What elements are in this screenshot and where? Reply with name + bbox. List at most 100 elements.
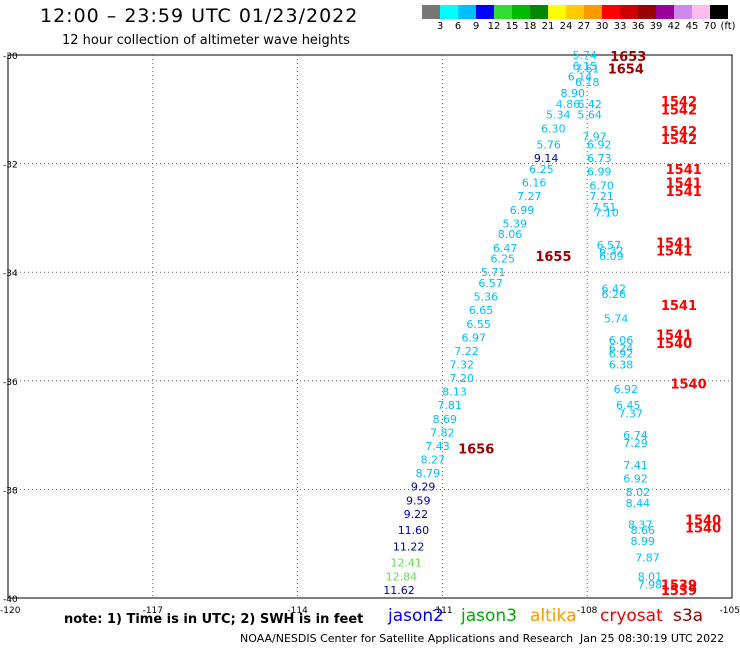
pass-time-label: 1654 — [608, 63, 644, 78]
wave-height-value: 6.15 — [573, 60, 598, 73]
pass-time-label: 1541 — [666, 163, 702, 178]
wave-height-value: 7.43 — [425, 440, 450, 453]
wave-height-value: 6.24 — [609, 342, 634, 355]
legend-swatch — [440, 5, 458, 19]
legend-swatch — [458, 5, 476, 19]
legend-label: 36 — [631, 21, 645, 32]
wave-height-value: 8.27 — [420, 454, 445, 467]
legend-label: 12 — [487, 21, 501, 32]
wave-height-value: 6.99 — [510, 204, 535, 217]
wave-height-value: 6.47 — [493, 242, 518, 255]
legend-label: 6 — [454, 21, 462, 32]
wave-height-value: 7.61 — [575, 63, 600, 76]
wave-height-value: 7.97 — [582, 130, 607, 143]
wave-height-value: 7.32 — [449, 359, 474, 372]
legend-swatch — [710, 5, 728, 19]
pass-time-label: 1656 — [458, 443, 494, 458]
legend-swatch — [584, 5, 602, 19]
wave-height-value: 9.22 — [404, 508, 429, 521]
generation-timestamp: Jan 25 08:30:19 UTC 2022 — [580, 632, 725, 645]
wave-height-value: 7.51 — [592, 201, 617, 214]
footer-note: note: 1) Time is in UTC; 2) SWH is in fe… — [64, 612, 364, 627]
wave-height-value: 6.25 — [490, 253, 515, 266]
wave-height-value: 7.81 — [437, 399, 462, 412]
wave-height-value: 6.30 — [541, 122, 566, 135]
sat-cryosat: cryosat — [600, 606, 663, 626]
wave-height-value: 7.20 — [449, 372, 474, 385]
wave-height-value: 6.06 — [609, 334, 634, 347]
legend-label: 9 — [472, 21, 480, 32]
wave-height-value: 6.38 — [609, 359, 634, 372]
lon-tick-label: -114 — [287, 606, 308, 616]
pass-time-label: 1542 — [661, 103, 697, 118]
wave-height-value: 6.16 — [522, 177, 547, 190]
wave-height-value: 8.37 — [628, 519, 653, 532]
wave-height-value: 6.26 — [601, 288, 626, 301]
legend-swatch — [692, 5, 710, 19]
sat-s3a: s3a — [673, 606, 704, 626]
pass-time-label: 1540 — [670, 378, 706, 393]
wave-height-value: 7.41 — [623, 459, 648, 472]
legend-label: 39 — [649, 21, 663, 32]
wave-height-value: 8.90 — [560, 87, 585, 100]
wave-height-value: 6.92 — [609, 348, 634, 361]
wave-height-value: 8.79 — [416, 467, 441, 480]
wave-height-value: 5.64 — [577, 109, 602, 122]
lon-tick-label: -120 — [0, 606, 21, 616]
wave-height-value: 5.74 — [573, 49, 598, 62]
legend-swatch — [656, 5, 674, 19]
pass-time-label: 1541 — [661, 299, 697, 314]
wave-height-value: 5.39 — [503, 217, 528, 230]
wave-height-value: 7.27 — [517, 190, 542, 203]
legend-label: 45 — [685, 21, 699, 32]
legend-label: 42 — [667, 21, 681, 32]
wave-height-value: 6.74 — [623, 429, 648, 442]
wave-height-value: 6.42 — [601, 282, 626, 295]
wave-height-value: 8.06 — [498, 228, 523, 241]
legend-label: 21 — [541, 21, 555, 32]
wave-height-value: 7.29 — [623, 437, 648, 450]
pass-time-label: 1542 — [661, 95, 697, 110]
wave-height-value: 6.92 — [587, 139, 612, 152]
wave-height-value: 7.98 — [638, 578, 663, 591]
wave-height-value: 6.25 — [529, 163, 554, 176]
map-title: 12:00 – 23:59 UTC 01/23/2022 — [40, 5, 359, 27]
sat-jason2: jason2 — [388, 606, 444, 626]
sat-jason3: jason3 — [461, 606, 517, 626]
map-subtitle: 12 hour collection of altimeter wave hei… — [62, 33, 350, 48]
pass-time-label: 1540 — [656, 337, 692, 352]
legend-swatch — [494, 5, 512, 19]
wave-height-value: 9.14 — [534, 152, 559, 165]
pass-time-label: 1539 — [661, 578, 697, 593]
pass-time-label: 1542 — [661, 133, 697, 148]
wave-height-value: 5.71 — [481, 266, 506, 279]
wave-height-value: 6.65 — [469, 304, 494, 317]
wave-height-value: 11.62 — [383, 584, 415, 597]
wave-height-value: 6.42 — [577, 98, 602, 111]
legend-swatch — [638, 5, 656, 19]
legend-label: 15 — [505, 21, 519, 32]
lat-tick-label: -40 — [3, 595, 18, 605]
wave-height-value: 8.01 — [638, 570, 663, 583]
legend-label: 33 — [613, 21, 627, 32]
wave-height-value: 7.87 — [635, 551, 660, 564]
wave-height-value: 6.14 — [568, 71, 593, 84]
wave-height-value: 6.55 — [466, 318, 491, 331]
legend-swatch — [602, 5, 620, 19]
lat-tick-label: -32 — [3, 161, 18, 171]
color-legend-labels: 3 6 9 12 15 18 21 24 27 30 33 36 39 42 45 70 (ft) — [422, 21, 740, 35]
wave-height-value: 9.59 — [406, 494, 431, 507]
wave-height-value: 6.09 — [599, 250, 624, 263]
wave-height-value: 7.10 — [594, 206, 619, 219]
pass-time-label: 1540 — [685, 513, 721, 528]
legend-label: 70 — [703, 21, 717, 32]
pass-time-label: 1540 — [685, 521, 721, 536]
wave-height-value: 6.32 — [599, 244, 624, 257]
credit-line: NOAA/NESDIS Center for Satellite Applica… — [240, 632, 574, 645]
pass-time-label: 1541 — [656, 329, 692, 344]
lat-tick-label: -36 — [3, 378, 18, 388]
wave-height-value: 6.18 — [575, 76, 600, 89]
wave-height-value: 7.21 — [589, 190, 614, 203]
wave-height-value: 6.97 — [462, 331, 487, 344]
